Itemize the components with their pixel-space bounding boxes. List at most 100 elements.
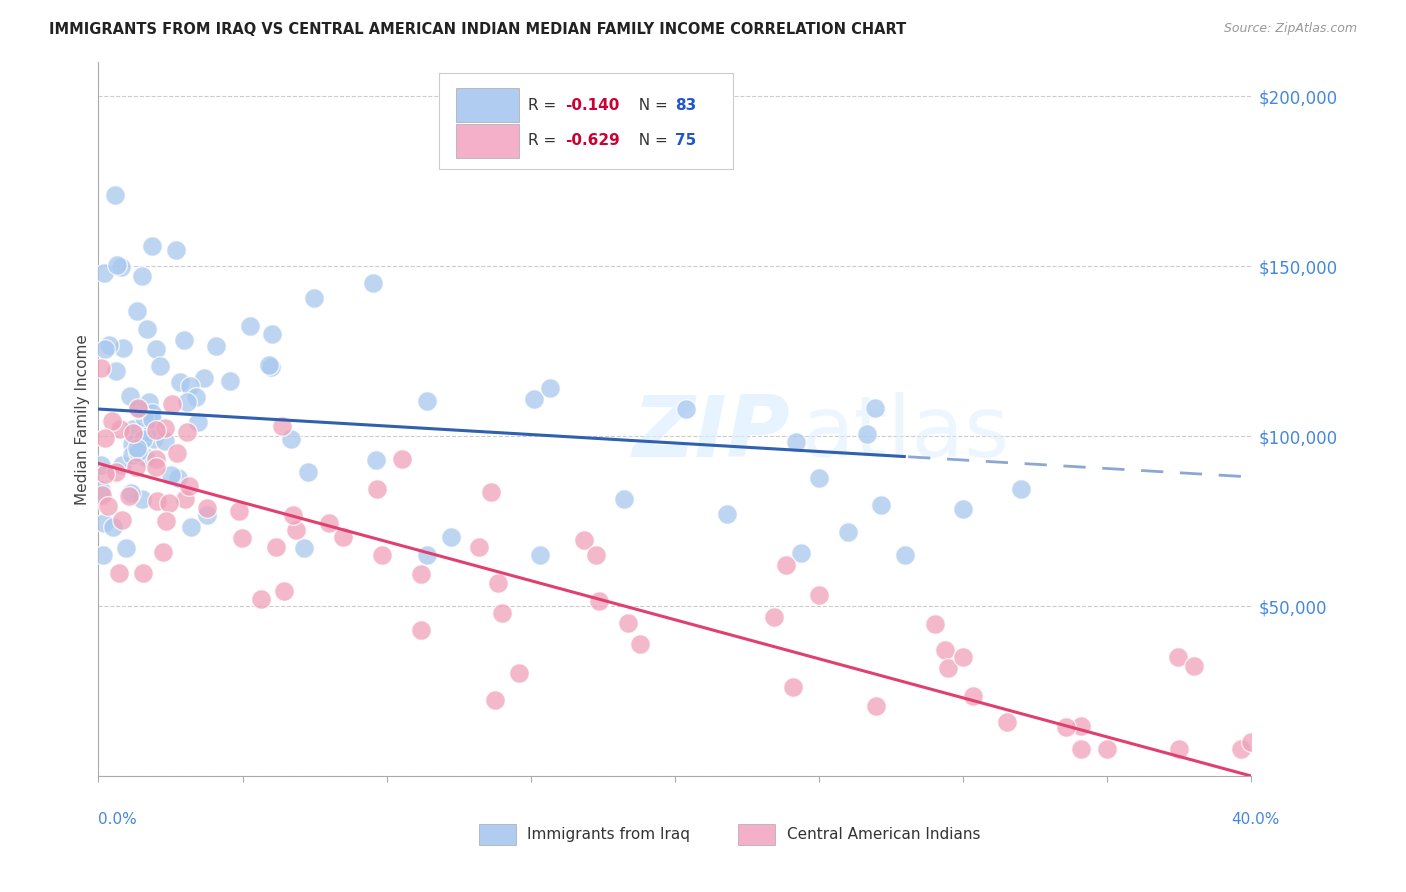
Point — [91, 548, 114, 562]
Point — [491, 606, 513, 620]
Point — [108, 422, 131, 436]
Text: -0.629: -0.629 — [565, 134, 620, 148]
Point — [218, 374, 240, 388]
Point — [169, 376, 191, 390]
Point — [153, 434, 176, 449]
Point — [1167, 649, 1189, 664]
Point — [131, 432, 153, 446]
Point — [585, 548, 607, 562]
Point — [273, 584, 295, 599]
Point — [231, 531, 253, 545]
Point — [111, 513, 134, 527]
Text: Central American Indians: Central American Indians — [787, 827, 980, 842]
Point — [304, 292, 326, 306]
Point — [105, 465, 128, 479]
Point — [129, 433, 152, 447]
Point — [101, 520, 124, 534]
Point — [134, 450, 156, 464]
Point — [870, 498, 893, 512]
Point — [90, 483, 112, 497]
Point — [257, 358, 280, 372]
Point — [1168, 742, 1191, 756]
Point — [131, 492, 153, 507]
Text: atlas: atlas — [801, 392, 1010, 475]
Point — [440, 530, 463, 544]
Point — [894, 548, 917, 562]
Point — [94, 342, 117, 356]
Point — [484, 693, 506, 707]
Point — [318, 516, 340, 531]
Point — [284, 523, 307, 537]
Point — [111, 458, 134, 472]
Point — [105, 258, 128, 272]
Point — [97, 500, 120, 514]
Point — [789, 546, 811, 560]
Point — [90, 361, 112, 376]
Point — [1240, 735, 1263, 749]
Point — [176, 425, 198, 440]
Y-axis label: Median Family Income: Median Family Income — [75, 334, 90, 505]
Point — [143, 432, 166, 446]
Point — [239, 319, 262, 334]
Point — [118, 489, 141, 503]
Point — [121, 448, 143, 462]
Point — [108, 566, 131, 581]
Point — [132, 410, 155, 425]
Point — [138, 394, 160, 409]
FancyBboxPatch shape — [456, 124, 519, 158]
Point — [193, 371, 215, 385]
Point — [785, 434, 807, 449]
Text: N =: N = — [628, 134, 672, 148]
Point — [270, 418, 292, 433]
Point — [1097, 742, 1119, 756]
Point — [93, 467, 115, 481]
Point — [127, 445, 149, 459]
FancyBboxPatch shape — [738, 824, 775, 846]
Text: 0.0%: 0.0% — [98, 812, 138, 827]
Point — [280, 432, 302, 446]
Text: Immigrants from Iraq: Immigrants from Iraq — [527, 827, 690, 842]
Point — [391, 452, 413, 467]
Point — [613, 491, 636, 506]
FancyBboxPatch shape — [479, 824, 516, 846]
Point — [179, 379, 201, 393]
Point — [195, 501, 218, 516]
Point — [1182, 658, 1205, 673]
Point — [366, 482, 388, 496]
Point — [167, 471, 190, 485]
Point — [363, 276, 385, 290]
Point — [180, 520, 202, 534]
Point — [93, 516, 115, 530]
Point — [416, 394, 439, 409]
Point — [104, 363, 127, 377]
Point — [166, 445, 188, 459]
Text: 75: 75 — [675, 134, 696, 148]
Text: N =: N = — [628, 98, 672, 112]
Point — [176, 395, 198, 409]
Point — [924, 616, 946, 631]
Point — [127, 401, 149, 415]
Point — [145, 423, 167, 437]
Point — [479, 485, 502, 500]
Point — [628, 637, 651, 651]
Text: IMMIGRANTS FROM IRAQ VS CENTRAL AMERICAN INDIAN MEDIAN FAMILY INCOME CORRELATION: IMMIGRANTS FROM IRAQ VS CENTRAL AMERICAN… — [49, 22, 907, 37]
Point — [152, 544, 174, 558]
Point — [125, 459, 148, 474]
Point — [146, 494, 169, 508]
Point — [371, 549, 394, 563]
Text: -0.140: -0.140 — [565, 98, 620, 112]
Text: R =: R = — [529, 98, 561, 112]
Point — [294, 541, 316, 556]
Point — [260, 359, 283, 374]
Point — [104, 188, 127, 202]
Text: R =: R = — [529, 134, 561, 148]
Point — [90, 458, 112, 473]
Point — [332, 530, 354, 544]
Point — [260, 327, 283, 342]
Point — [1070, 719, 1092, 733]
Point — [409, 567, 432, 582]
Point — [936, 661, 959, 675]
Point — [122, 425, 145, 440]
Point — [157, 496, 180, 510]
Point — [297, 465, 319, 479]
